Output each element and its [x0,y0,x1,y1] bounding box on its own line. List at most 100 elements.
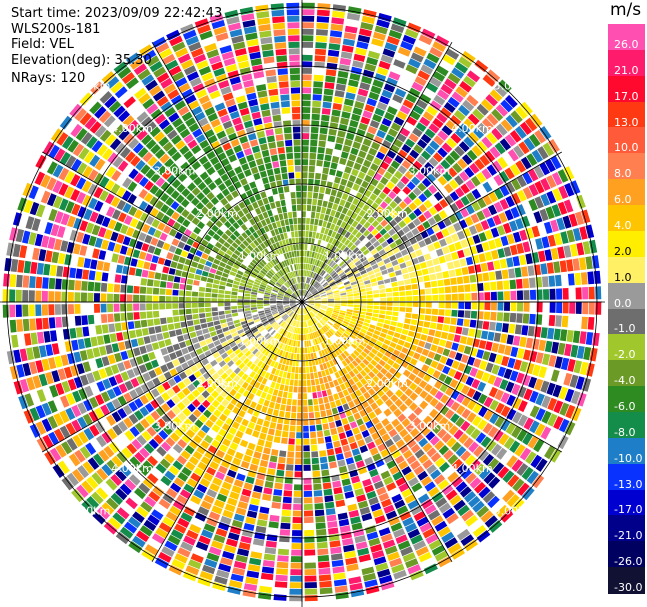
range-gate [416,40,430,51]
range-gate [273,275,279,281]
range-gate [338,314,345,318]
range-gate [138,188,148,199]
range-gate [118,341,126,351]
range-gate [349,582,363,591]
range-gate [354,535,366,544]
range-gate [382,323,390,330]
range-gate [260,270,267,276]
range-gate [325,235,331,243]
range-gate [358,234,366,242]
range-gate [291,405,297,413]
range-gate [271,267,278,273]
range-gate [257,308,264,312]
range-gate [534,196,544,209]
range-gate [491,127,503,141]
range-gate [217,522,230,531]
range-gate [505,381,515,393]
range-gate [176,215,186,224]
range-gate [380,176,389,186]
range-gate [466,149,478,161]
range-gate [123,521,138,534]
range-gate [327,56,339,64]
range-gate [139,286,147,294]
range-gate [313,405,320,412]
range-gate [421,364,430,373]
range-gate [319,213,325,220]
range-gate [355,250,362,257]
range-gate [387,165,397,175]
range-gate [386,106,398,116]
range-gate [173,374,182,384]
range-gate [339,57,352,66]
range-gate [270,508,281,516]
range-gate [159,232,168,241]
range-gate [308,405,314,412]
range-gate [2,289,9,302]
range-gate [251,457,260,466]
range-gate [324,228,330,235]
range-gate [144,544,159,556]
range-gate [172,289,179,296]
range-gate [228,274,235,280]
range-gate [399,262,407,269]
range-gate [303,497,313,504]
range-gate [269,279,276,285]
range-gate [15,228,25,243]
range-gate [218,310,225,316]
range-gate [132,366,142,376]
range-gate [183,353,192,361]
range-gate [240,354,247,362]
range-gate [366,462,376,472]
range-gate [87,183,98,196]
range-gate [283,418,290,425]
range-gate [478,253,486,263]
range-gate [300,315,302,321]
range-gate [160,317,167,325]
range-gate [264,547,277,555]
range-gate [414,396,424,406]
range-gate [420,133,432,144]
range-gate [552,188,563,202]
range-gate [486,132,498,145]
range-gate [211,140,221,150]
range-gate [224,220,232,229]
range-gate [216,329,223,335]
range-gate [529,420,540,434]
range-gate [155,527,169,539]
range-gate [383,454,393,464]
range-gate [331,155,340,164]
range-gate [410,534,424,545]
range-gate [230,298,237,302]
range-gate [390,23,405,34]
range-gate [480,98,494,112]
range-gate [374,422,384,431]
range-gate [161,392,171,402]
range-gate [415,171,425,181]
range-gate [246,331,253,338]
range-gate [16,274,23,288]
range-gate [148,369,157,379]
range-gate [360,295,367,299]
range-gate [360,378,368,386]
range-gate [277,335,283,341]
range-gate [151,509,164,521]
range-gate [336,191,343,199]
range-gate [307,185,314,192]
range-gate [231,485,242,494]
range-gate [493,174,504,186]
range-gate [311,272,315,279]
range-gate [458,56,472,69]
range-gate [49,447,62,462]
range-gate [374,73,387,82]
range-gate [342,320,350,325]
range-gate [307,304,314,308]
range-gate [351,266,358,273]
range-gate [424,394,434,403]
range-gate [351,228,359,236]
range-gate [294,292,299,297]
range-gate [108,376,118,387]
range-gate [209,461,220,470]
range-gate [451,476,463,488]
range-gate [83,208,93,221]
range-gate [36,389,47,403]
